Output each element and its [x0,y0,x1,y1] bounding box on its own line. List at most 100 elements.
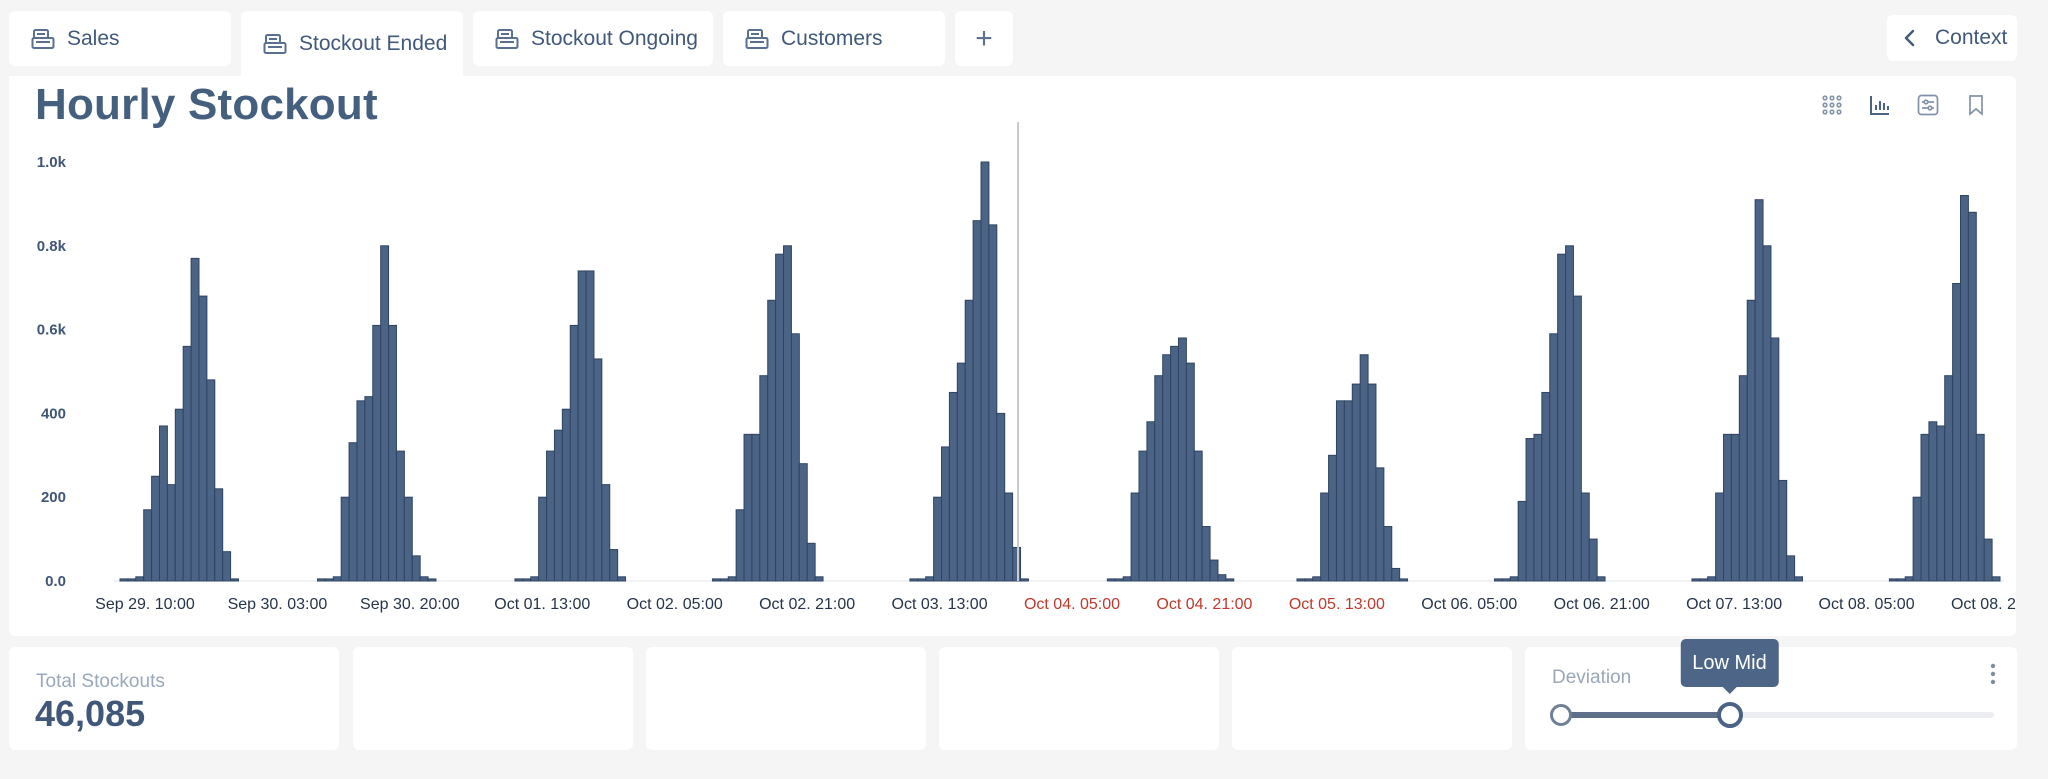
deviation-slider-min-handle[interactable] [1550,704,1572,726]
bar [1328,454,1337,582]
bar [1944,375,1954,582]
bar [577,270,587,582]
bar [1343,400,1353,582]
x-tick-label: Oct 04. 05:00 [1024,596,1120,613]
tab-customers[interactable]: Customers [723,11,945,66]
plus-icon: + [975,21,993,55]
kpi-value: 46,085 [35,693,146,734]
bar [1975,433,1985,582]
bar [522,578,532,582]
bar [419,576,429,582]
bar [727,576,737,582]
bar [1699,578,1709,582]
x-tick-label: Oct 05. 13:00 [1289,596,1385,613]
bar [316,578,326,582]
context-button[interactable]: Context [1887,15,2017,61]
deviation-slider-max-handle[interactable] [1716,702,1743,728]
bar [1225,578,1235,582]
more-options-icon[interactable] [1989,661,1997,687]
tab-stockout-ended[interactable]: Stockout Ended [241,11,463,76]
bar [988,224,998,582]
x-tick-label: Oct 02. 21:00 [759,596,855,613]
bar [972,220,982,582]
bar [135,576,145,582]
bar [1375,467,1385,582]
bar [1296,578,1306,582]
bar [1896,578,1906,582]
bar [1794,576,1804,582]
x-tick-label: Oct 08. 05:00 [1819,596,1915,613]
bar [190,257,200,582]
x-tick-label: Sep 29. 10:00 [95,596,195,613]
bar [1738,375,1748,582]
bar [1493,578,1503,582]
bar [1391,567,1401,582]
bar [1304,578,1314,582]
bar [1146,421,1156,582]
bookmark-button[interactable] [1961,90,1991,120]
bar [1201,526,1211,582]
bar [174,408,184,582]
bar [1359,354,1369,582]
bar [348,442,358,582]
bar [609,549,619,582]
register-icon [745,28,769,49]
bar [1177,337,1187,582]
bar [1557,253,1567,582]
filter-settings-button[interactable] [1913,90,1943,120]
kpi-card-empty-2 [646,647,926,750]
bar [1114,578,1124,582]
bar [956,362,966,582]
tab-stockout-ongoing[interactable]: Stockout Ongoing [473,11,713,66]
bar [1312,576,1322,582]
tab-sales[interactable]: Sales [9,11,231,66]
bar [380,245,390,582]
grid-view-icon [1822,95,1842,115]
bar [1517,500,1527,582]
bar [1770,337,1780,582]
y-tick-label: 0.8k [37,238,67,255]
y-tick-label: 200 [41,489,66,506]
bar [806,542,816,582]
register-icon [31,28,55,49]
bar [996,412,1006,582]
bar [1320,492,1330,582]
bar [941,446,950,582]
add-tab-button[interactable]: + [955,11,1013,66]
bar [1383,526,1393,582]
bar [1786,555,1796,582]
bar [1754,199,1764,582]
bar [546,450,555,582]
bar [964,299,974,582]
bar [538,496,548,582]
grid-view-button[interactable] [1817,90,1847,120]
bar [1170,345,1179,582]
chart-toolbar [1817,90,1991,120]
bar-chart-button[interactable] [1865,90,1895,120]
bar [1217,574,1227,582]
bar [1723,433,1732,582]
bar [411,555,421,582]
bar [1746,299,1756,582]
bar [1715,492,1725,582]
x-tick-label: Oct 06. 05:00 [1421,596,1517,613]
tab-label: Sales [67,26,120,50]
bar [1952,283,1962,582]
bar [127,578,137,582]
bar [948,391,958,582]
bar [925,576,935,582]
deviation-slider-range [1559,712,1730,718]
x-tick-label: Sep 30. 20:00 [360,596,460,613]
bar [151,475,161,582]
bar [1501,578,1511,582]
bar [388,324,397,582]
bar [1936,425,1946,582]
tab-label: Stockout Ended [299,31,448,55]
deviation-slider-track[interactable] [1559,712,1994,718]
bar [364,396,374,582]
bar [1351,383,1361,582]
deviation-card: Deviation Low Mid [1525,639,2017,750]
bar [751,433,761,582]
bar [324,578,334,582]
bar [1565,245,1574,582]
